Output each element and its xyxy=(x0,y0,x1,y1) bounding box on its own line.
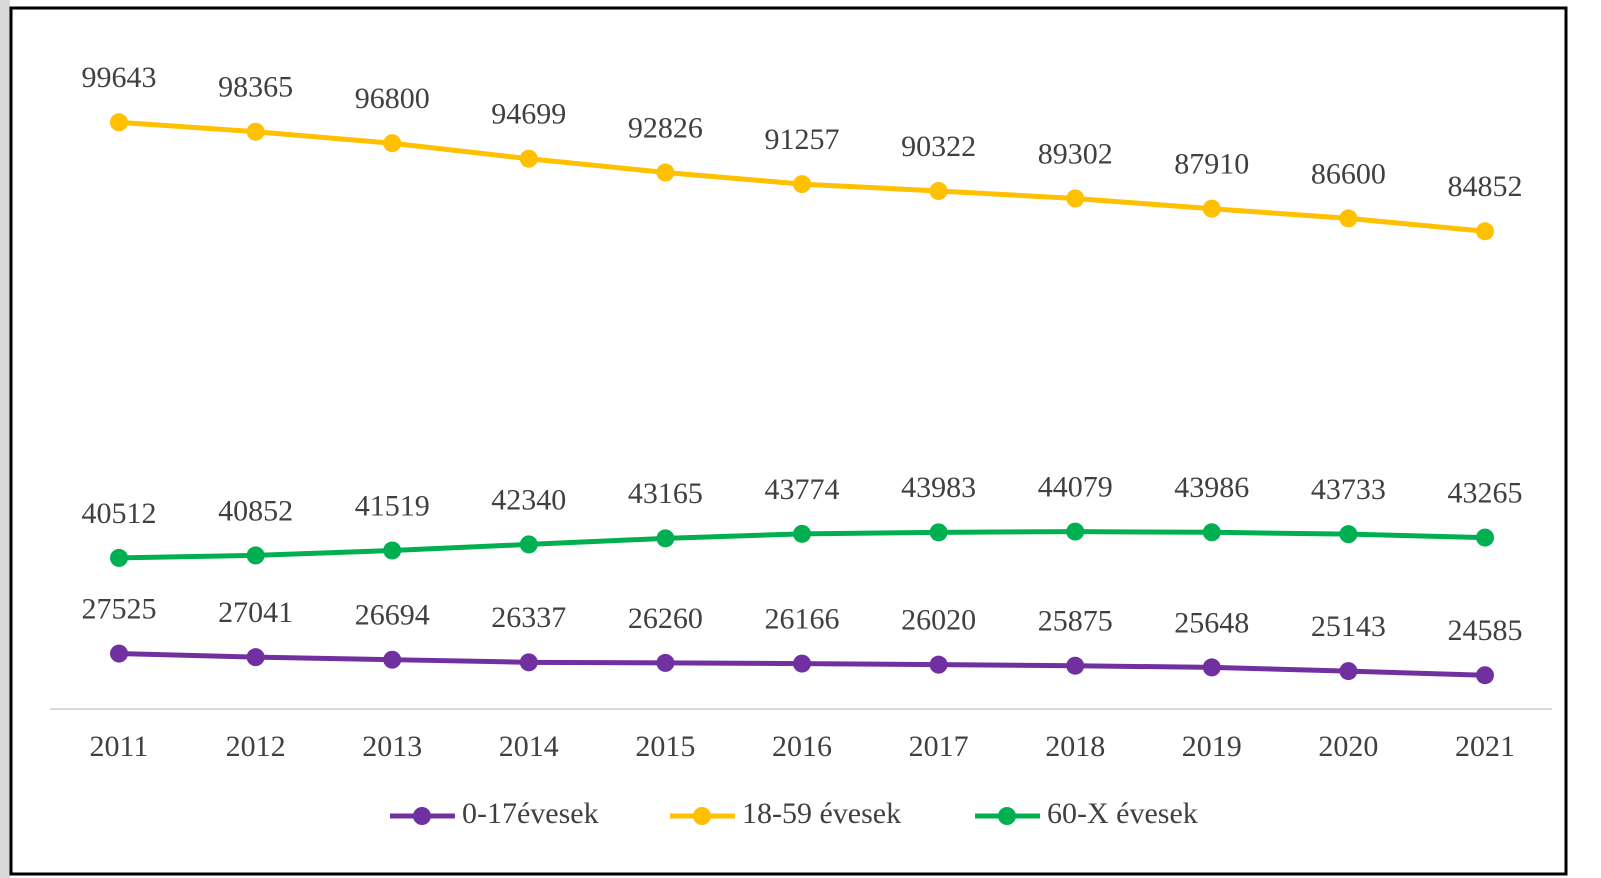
data-point xyxy=(1202,199,1221,218)
data-label: 26166 xyxy=(765,602,840,635)
data-point xyxy=(246,546,265,565)
data-point xyxy=(519,653,538,672)
legend-marker xyxy=(413,807,431,825)
data-label: 25143 xyxy=(1311,610,1386,643)
data-point xyxy=(246,648,265,667)
data-point xyxy=(110,548,128,567)
data-label: 24585 xyxy=(1448,614,1523,647)
data-point xyxy=(1202,658,1221,677)
data-label: 96800 xyxy=(355,82,430,115)
legend-label: 60-X évesek xyxy=(1047,797,1198,830)
data-point xyxy=(110,113,128,132)
data-point xyxy=(793,654,811,673)
data-label: 25875 xyxy=(1038,605,1113,638)
data-point xyxy=(519,149,538,168)
data-label: 40852 xyxy=(218,494,293,527)
data-point xyxy=(656,653,675,672)
x-tick-label: 2020 xyxy=(1318,730,1378,763)
data-label: 26337 xyxy=(491,601,566,634)
data-label: 43983 xyxy=(901,471,976,504)
data-label: 87910 xyxy=(1174,148,1249,181)
data-point xyxy=(1476,222,1494,241)
data-point xyxy=(793,175,811,194)
data-label: 40512 xyxy=(82,497,157,530)
data-label: 43165 xyxy=(628,477,703,510)
x-tick-label: 2018 xyxy=(1045,730,1105,763)
data-point xyxy=(1339,525,1358,544)
data-label: 26694 xyxy=(355,599,430,632)
data-label: 89302 xyxy=(1038,137,1113,170)
data-label: 43774 xyxy=(765,473,840,506)
data-label: 90322 xyxy=(901,130,976,163)
data-point xyxy=(656,529,675,548)
data-label: 26020 xyxy=(901,604,976,637)
x-tick-label: 2021 xyxy=(1455,730,1515,763)
data-label: 98365 xyxy=(218,71,293,104)
data-label: 84852 xyxy=(1448,170,1523,203)
data-label: 94699 xyxy=(491,98,566,131)
data-point xyxy=(383,650,402,669)
side-strip xyxy=(0,0,10,878)
data-label: 92826 xyxy=(628,111,703,144)
data-point xyxy=(383,541,402,560)
data-point xyxy=(929,181,948,200)
chart-frame xyxy=(9,6,1568,876)
x-tick-label: 2016 xyxy=(772,730,832,763)
data-point xyxy=(383,134,402,153)
data-label: 99643 xyxy=(82,61,157,94)
data-point xyxy=(1066,189,1085,208)
data-label: 44079 xyxy=(1038,471,1113,504)
x-tick-label: 2019 xyxy=(1182,730,1242,763)
legend-label: 0-17évesek xyxy=(462,797,599,830)
data-label: 43265 xyxy=(1448,477,1523,510)
data-label: 27525 xyxy=(82,592,157,625)
data-label: 43733 xyxy=(1311,473,1386,506)
x-tick-label: 2011 xyxy=(90,730,149,763)
data-point xyxy=(110,644,128,663)
data-point xyxy=(1202,523,1221,542)
legend-marker xyxy=(998,807,1016,825)
data-label: 43986 xyxy=(1174,471,1249,504)
data-point xyxy=(793,524,811,543)
data-point xyxy=(656,163,675,182)
data-label: 91257 xyxy=(765,123,840,156)
x-tick-label: 2015 xyxy=(635,730,695,763)
data-point xyxy=(1066,656,1085,675)
data-point xyxy=(1339,662,1358,681)
data-label: 25648 xyxy=(1174,606,1249,639)
data-label: 27041 xyxy=(218,596,293,629)
data-point xyxy=(929,655,948,674)
x-tick-label: 2012 xyxy=(226,730,286,763)
data-point xyxy=(1476,666,1494,685)
data-point xyxy=(1339,209,1358,228)
data-point xyxy=(246,122,265,141)
legend-label: 18-59 évesek xyxy=(742,797,901,830)
data-point xyxy=(1066,522,1085,541)
data-label: 41519 xyxy=(355,489,430,522)
data-label: 26260 xyxy=(628,602,703,635)
x-tick-label: 2017 xyxy=(909,730,969,763)
data-point xyxy=(929,523,948,542)
x-tick-label: 2013 xyxy=(362,730,422,763)
data-label: 86600 xyxy=(1311,157,1386,190)
data-point xyxy=(519,535,538,554)
legend-marker xyxy=(693,807,711,825)
x-tick-label: 2014 xyxy=(499,730,559,763)
data-label: 42340 xyxy=(491,483,566,516)
data-point xyxy=(1476,528,1494,547)
